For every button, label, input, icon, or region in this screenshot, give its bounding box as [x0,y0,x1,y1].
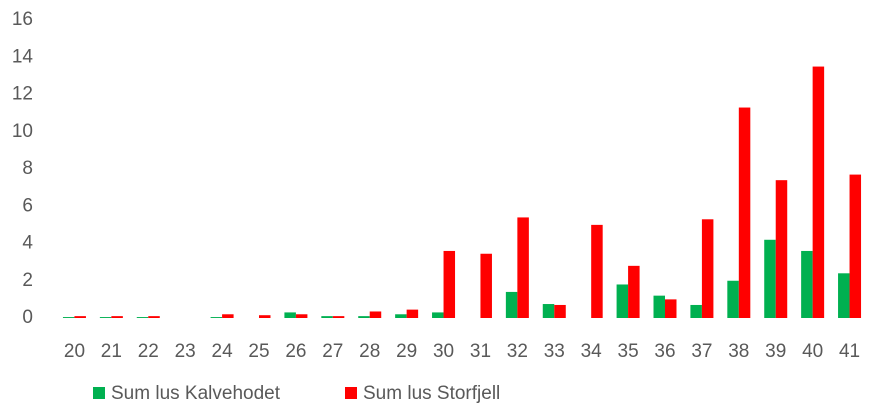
y-tick-label: 8 [22,158,33,179]
bar [332,316,345,318]
bar [62,317,75,318]
x-tick-label: 40 [802,341,823,362]
x-tick-label: 39 [765,341,786,362]
bar [505,291,518,318]
x-tick-label: 22 [138,341,159,362]
bar [111,316,123,318]
y-tick-label: 2 [22,270,33,291]
legend-swatch [93,387,105,399]
y-tick-label: 4 [22,233,33,254]
bar [554,304,566,318]
x-tick-label: 27 [322,341,343,362]
y-tick-label: 0 [22,307,33,328]
bar [517,217,529,318]
bar [616,284,629,318]
bar [136,317,149,318]
bar [690,304,702,318]
bar [99,317,112,318]
bar [701,219,714,318]
legend-label: Sum lus Kalvehodet [111,383,281,404]
x-tick-label: 21 [101,341,122,362]
x-tick-label: 29 [396,341,417,362]
x-tick-label: 30 [433,341,454,362]
bar [738,107,751,318]
bar [259,315,271,318]
x-tick-label: 24 [212,341,234,362]
bar [764,239,776,318]
y-tick-label: 14 [12,46,34,67]
bar [665,299,677,318]
x-tick-label: 37 [691,341,712,362]
y-tick-label: 16 [12,9,33,30]
bar [653,295,665,318]
bar [628,265,640,318]
bar [395,314,407,318]
bar [148,316,160,318]
x-tick-label: 25 [248,341,269,362]
legend-label: Sum lus Storfjell [363,383,500,404]
y-tick-label: 12 [12,84,33,105]
x-tick-label: 35 [618,341,639,362]
y-tick-label: 6 [22,195,33,216]
bar [801,250,813,318]
x-tick-label: 34 [581,341,603,362]
bar [321,316,333,318]
bar [358,316,370,318]
x-tick-label: 26 [285,341,306,362]
bar [284,312,296,318]
bar [812,66,825,318]
x-tick-label: 33 [544,341,565,362]
bar [222,314,234,318]
bar [727,280,739,318]
bar [480,253,492,318]
x-tick-label: 31 [470,341,491,362]
x-tick-label: 38 [728,341,749,362]
bar [432,312,444,318]
bar [369,311,382,318]
bar [775,180,788,318]
bar [443,250,456,318]
bar [406,309,419,318]
y-tick-label: 10 [12,121,33,142]
bar [849,174,862,318]
x-tick-label: 28 [359,341,380,362]
bar [838,273,850,318]
bar [74,316,86,318]
bar [591,224,603,318]
x-tick-label: 36 [654,341,675,362]
bar [210,317,223,318]
x-tick-label: 41 [839,341,860,362]
x-tick-label: 32 [507,341,528,362]
bar [295,314,308,318]
legend-swatch [345,387,357,399]
bar [542,304,555,318]
x-tick-label: 23 [175,341,196,362]
x-tick-label: 20 [64,341,85,362]
